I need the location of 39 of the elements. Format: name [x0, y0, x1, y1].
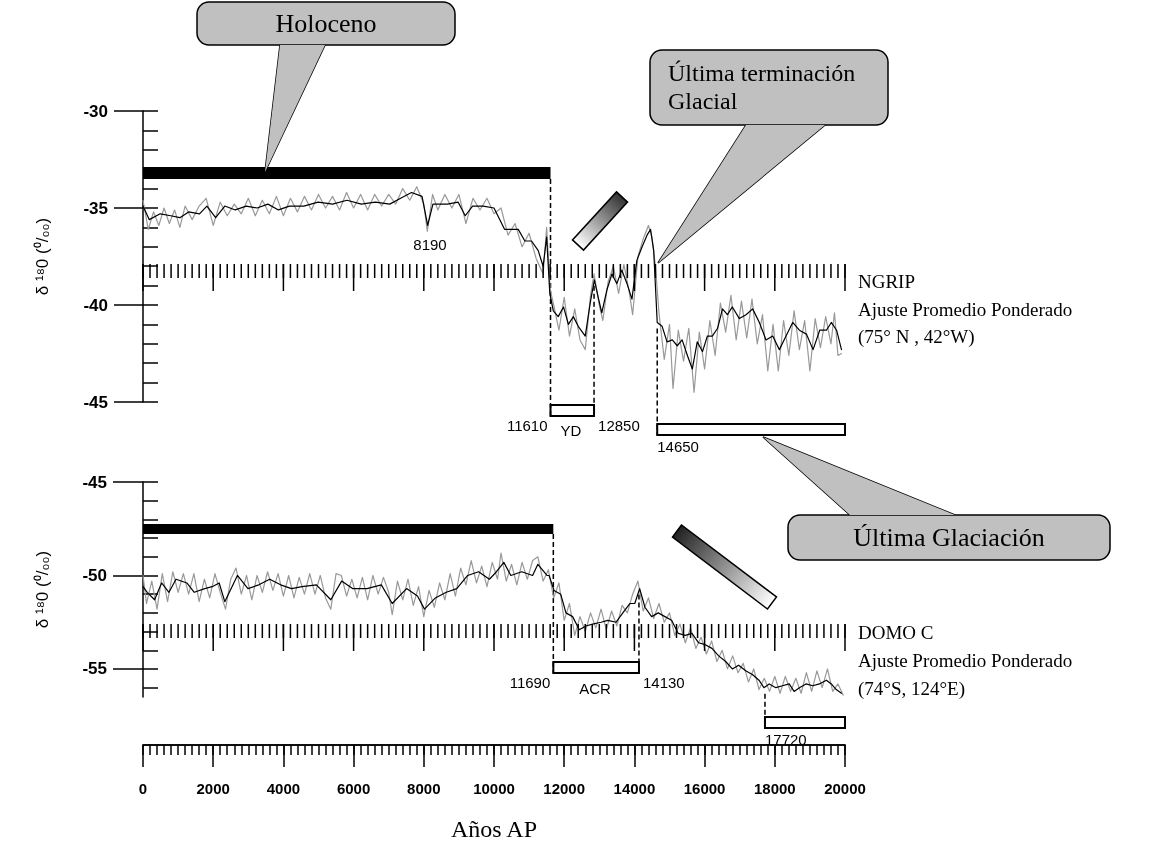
y-axis-title: δ ¹⁸0 (⁰/₀₀): [33, 550, 52, 629]
x-tick-label: 14000: [613, 780, 656, 797]
text: Última Glaciación: [788, 515, 1110, 560]
x-tick-label: 10000: [473, 780, 515, 797]
ref-line-label: 12850: [598, 416, 640, 434]
text: DOMO C: [858, 621, 934, 644]
x-tick-label: 8000: [407, 780, 441, 797]
x-tick-label: 20000: [824, 780, 866, 797]
y-tick-label: -35: [83, 198, 108, 218]
ref-line-label: 17720: [764, 730, 807, 748]
annotation: 8190: [412, 236, 448, 254]
y-tick-label: -50: [82, 565, 107, 585]
annotation: ACR: [578, 680, 612, 698]
text: (74°S, 124°E): [858, 677, 966, 700]
ref-line-label: 11690: [509, 673, 551, 691]
text: Ajuste Promedio Ponderado: [858, 649, 1073, 672]
x-tick-label: 2000: [196, 780, 230, 797]
y-axis-title: δ ¹⁸0 (⁰/₀₀): [33, 217, 52, 296]
y-tick-label: -40: [83, 295, 108, 315]
ref-line-label: 11610: [506, 416, 548, 434]
y-tick-label: -45: [82, 472, 107, 492]
x-tick-label: 16000: [683, 780, 726, 797]
text: Holoceno: [197, 2, 455, 45]
annotation: Última terminación Glacial: [650, 50, 888, 125]
x-tick-label: 6000: [336, 780, 371, 797]
x-tick-label: 4000: [266, 780, 301, 797]
y-tick-label: -30: [83, 101, 108, 121]
ref-line-label: 14650: [657, 437, 699, 455]
x-tick-label: 12000: [543, 780, 586, 797]
text: NGRIP: [858, 270, 916, 293]
x-tick-label: 18000: [753, 780, 796, 797]
text: (75° N , 42°W): [858, 325, 975, 348]
text: YD: [560, 422, 582, 439]
text: Ajuste Promedio Ponderado: [858, 298, 1073, 321]
y-tick-label: -45: [83, 392, 108, 412]
x-axis-title: Años AP: [450, 816, 538, 842]
y-tick-label: -55: [82, 659, 107, 679]
x-tick-label: 0: [138, 780, 148, 797]
ref-line-label: 14130: [642, 673, 685, 691]
